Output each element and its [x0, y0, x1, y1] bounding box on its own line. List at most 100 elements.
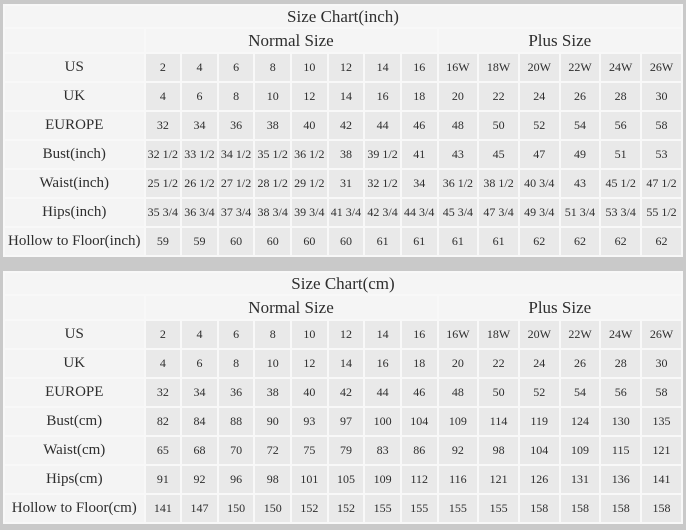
data-cell: 35 1/2 [255, 141, 291, 168]
data-cell: 8 [218, 350, 254, 377]
data-cell: 24 [519, 350, 559, 377]
data-cell: 58 [642, 379, 681, 406]
data-cell: 14 [365, 321, 400, 348]
data-cell: 61 [401, 228, 437, 255]
data-cell: 39 3/4 [292, 199, 327, 226]
data-cell: 158 [601, 495, 641, 522]
data-cell: 47 3/4 [479, 199, 518, 226]
data-cell: 10 [292, 321, 327, 348]
data-cell: 14 [328, 350, 364, 377]
data-cell: 60 [328, 228, 364, 255]
table-row: EUROPE 32 34 36 38 40 42 44 46 48 50 52 54 56 58 [5, 379, 681, 406]
data-cell: 6 [182, 350, 217, 377]
data-cell: 141 [642, 466, 681, 493]
data-cell: 90 [255, 408, 291, 435]
data-cell: 38 [255, 379, 291, 406]
data-cell: 126 [519, 466, 559, 493]
group-header-normal-size: Normal Size [145, 29, 437, 52]
corner-cell [5, 29, 144, 52]
data-cell: 16W [438, 54, 478, 81]
data-cell: 4 [145, 350, 181, 377]
table-row: Bust(cm) 82 84 88 90 93 97 100 104 109 114 119 124 13… [5, 408, 681, 435]
data-cell: 29 1/2 [292, 170, 327, 197]
data-cell: 112 [401, 466, 437, 493]
data-cell: 49 3/4 [519, 199, 559, 226]
data-cell: 53 [642, 141, 681, 168]
data-cell: 42 [328, 379, 364, 406]
row-label: US [5, 321, 144, 348]
data-cell: 45 1/2 [601, 170, 641, 197]
data-cell: 68 [182, 437, 217, 464]
data-cell: 42 3/4 [365, 199, 400, 226]
data-cell: 48 [438, 112, 478, 139]
data-cell: 109 [438, 408, 478, 435]
data-cell: 75 [292, 437, 327, 464]
table-row: EUROPE 32 34 36 38 40 42 44 46 48 50 52 54 56 58 [5, 112, 681, 139]
data-cell: 10 [292, 54, 327, 81]
data-cell: 22 [479, 83, 518, 110]
data-cell: 16 [365, 83, 400, 110]
data-cell: 141 [145, 495, 181, 522]
data-cell: 52 [519, 112, 559, 139]
data-cell: 8 [255, 321, 291, 348]
data-cell: 158 [560, 495, 600, 522]
data-cell: 41 [401, 141, 437, 168]
row-label: US [5, 54, 144, 81]
data-cell: 109 [365, 466, 400, 493]
row-label: Waist(inch) [5, 170, 144, 197]
table-row: UK 4 6 8 10 12 14 16 18 20 22 24 26 28 30 [5, 350, 681, 377]
data-cell: 18W [479, 54, 518, 81]
data-cell: 4 [182, 321, 217, 348]
data-cell: 34 1/2 [218, 141, 254, 168]
data-cell: 30 [642, 350, 681, 377]
table-row: US 2 4 6 8 10 12 14 16 16W 18W 20W 22W 24W 26W [5, 321, 681, 348]
data-cell: 26 1/2 [182, 170, 217, 197]
data-cell: 22W [560, 54, 600, 81]
table-row: Hips(inch) 35 3/4 36 3/4 37 3/4 38 3/4 39 3/4… [5, 199, 681, 226]
data-cell: 56 [601, 112, 641, 139]
data-cell: 18W [479, 321, 518, 348]
data-cell: 155 [401, 495, 437, 522]
data-cell: 130 [601, 408, 641, 435]
group-header-row: Normal Size Plus Size [5, 296, 681, 319]
data-cell: 45 [479, 141, 518, 168]
data-cell: 32 [145, 112, 181, 139]
data-cell: 40 [292, 112, 327, 139]
row-label: EUROPE [5, 112, 144, 139]
data-cell: 54 [560, 112, 600, 139]
data-cell: 14 [328, 83, 364, 110]
data-cell: 36 3/4 [182, 199, 217, 226]
data-cell: 101 [292, 466, 327, 493]
data-cell: 44 3/4 [401, 199, 437, 226]
data-cell: 61 [479, 228, 518, 255]
data-cell: 104 [401, 408, 437, 435]
data-cell: 32 1/2 [145, 141, 181, 168]
table-row: UK 4 6 8 10 12 14 16 18 20 22 24 26 28 30 [5, 83, 681, 110]
data-cell: 40 [292, 379, 327, 406]
data-cell: 116 [438, 466, 478, 493]
data-cell: 12 [292, 350, 327, 377]
data-cell: 25 1/2 [145, 170, 181, 197]
data-cell: 136 [601, 466, 641, 493]
data-cell: 50 [479, 112, 518, 139]
data-cell: 2 [145, 54, 181, 81]
data-cell: 44 [365, 379, 400, 406]
row-label: Hollow to Floor(cm) [5, 495, 144, 522]
data-cell: 121 [642, 437, 681, 464]
data-cell: 31 [328, 170, 364, 197]
table-header: Size Chart(cm) Normal Size Plus Size [5, 273, 681, 319]
data-cell: 150 [255, 495, 291, 522]
group-header-row: Normal Size Plus Size [5, 29, 681, 52]
data-cell: 114 [479, 408, 518, 435]
data-cell: 16 [401, 54, 437, 81]
row-label: Hips(inch) [5, 199, 144, 226]
data-cell: 158 [519, 495, 559, 522]
data-cell: 18 [401, 350, 437, 377]
group-header-plus-size: Plus Size [438, 29, 681, 52]
data-cell: 147 [182, 495, 217, 522]
data-cell: 8 [218, 83, 254, 110]
data-cell: 6 [218, 54, 254, 81]
data-cell: 12 [292, 83, 327, 110]
data-cell: 26W [642, 54, 681, 81]
